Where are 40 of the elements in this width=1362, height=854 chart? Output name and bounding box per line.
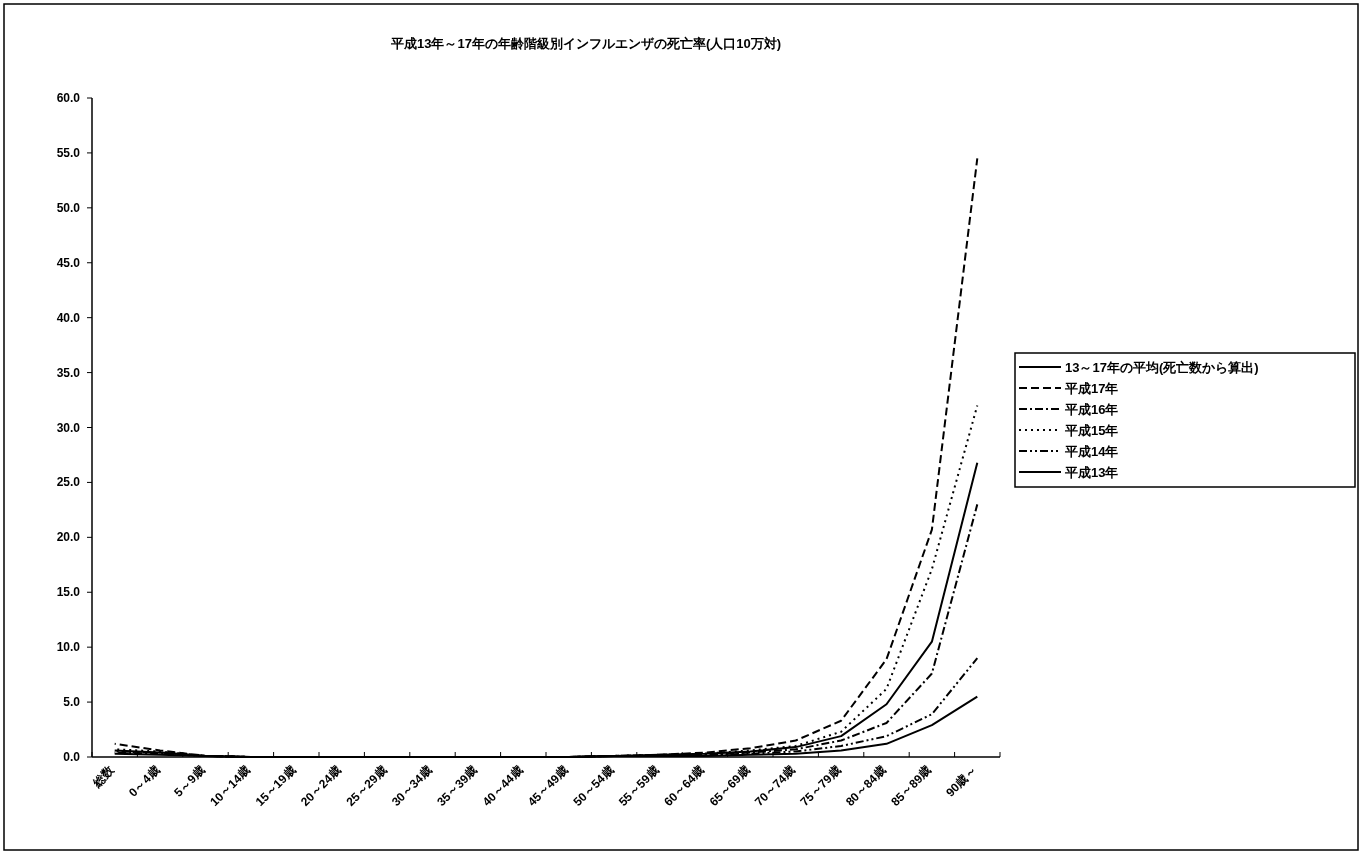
legend-label: 平成13年 bbox=[1064, 465, 1119, 480]
y-tick-label: 0.0 bbox=[63, 750, 81, 764]
x-tick-label: 0～4歳 bbox=[125, 763, 163, 800]
y-tick-label: 15.0 bbox=[56, 585, 81, 600]
y-tick-label: 55.0 bbox=[56, 145, 81, 160]
x-tick-label: 70～74歳 bbox=[752, 763, 798, 809]
x-tick-label: 55～59歳 bbox=[615, 763, 662, 809]
x-tick-label: 60～64歳 bbox=[661, 763, 708, 809]
x-tick-label: 90歳～ bbox=[943, 763, 980, 800]
y-tick-label: 5.0 bbox=[63, 695, 81, 710]
y-tick-label: 10.0 bbox=[56, 640, 81, 655]
y-tick-label: 20.0 bbox=[56, 530, 81, 545]
legend-label: 平成17年 bbox=[1064, 381, 1119, 396]
x-tick-label: 15～19歳 bbox=[252, 763, 299, 809]
y-tick-label: 30.0 bbox=[56, 420, 81, 435]
x-tick-label: 総数 bbox=[89, 762, 118, 791]
y-tick-label: 35.0 bbox=[56, 365, 81, 380]
y-tick-label: 25.0 bbox=[56, 475, 81, 490]
x-tick-label: 10～14歳 bbox=[207, 763, 254, 809]
x-tick-label: 50～54歳 bbox=[570, 763, 617, 809]
x-tick-label: 65～69歳 bbox=[706, 763, 753, 809]
legend-label: 平成16年 bbox=[1064, 402, 1119, 417]
x-tick-label: 75～79歳 bbox=[797, 763, 844, 809]
x-tick-label: 80～84歳 bbox=[842, 763, 889, 809]
chart-title: 平成13年～17年の年齢階級別インフルエンザの死亡率(人口10万対) bbox=[389, 36, 782, 51]
legend-label: 平成14年 bbox=[1064, 444, 1119, 459]
x-tick-label: 5～9歳 bbox=[171, 763, 208, 800]
x-tick-label: 45～49歳 bbox=[525, 763, 571, 809]
y-tick-label: 45.0 bbox=[56, 255, 81, 270]
y-tick-label: 50.0 bbox=[56, 200, 81, 215]
x-tick-label: 40～44歳 bbox=[479, 763, 526, 809]
x-tick-label: 85～89歳 bbox=[888, 763, 935, 809]
y-tick-label: 40.0 bbox=[56, 310, 81, 325]
x-tick-label: 20～24歳 bbox=[298, 763, 344, 809]
y-tick-label: 60.0 bbox=[56, 91, 81, 105]
x-tick-label: 30～34歳 bbox=[388, 763, 435, 809]
x-tick-label: 25～29歳 bbox=[343, 763, 390, 809]
legend-label: 13～17年の平均(死亡数から算出) bbox=[1065, 360, 1259, 375]
legend-label: 平成15年 bbox=[1064, 423, 1119, 438]
x-tick-label: 35～39歳 bbox=[434, 763, 481, 809]
